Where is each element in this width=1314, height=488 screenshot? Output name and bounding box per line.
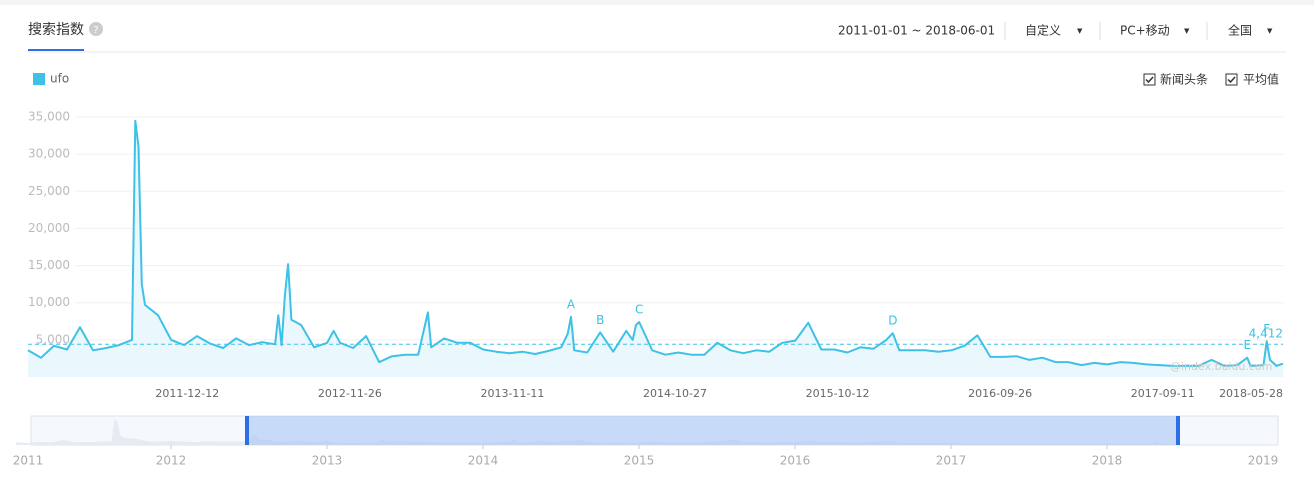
y-tick-label: 20,000 [28,221,70,235]
card [0,5,1314,488]
x-tick-label: 2018-05-28 [1219,387,1283,400]
area [28,120,1283,377]
annotation: F [1263,322,1270,336]
navigator-year: 2019 [1248,454,1279,468]
navigator-year: 2016 [780,454,811,468]
caret: ▼ [1184,27,1190,35]
filter[interactable]: 自定义 [1025,23,1061,38]
annotation: D [888,314,897,328]
navigator-year: 2014 [468,454,499,468]
navigator-area [15,419,1170,445]
help-text: ? [93,25,98,36]
y-tick-label: 35,000 [28,110,70,124]
date-range[interactable]: 2011-01-01 ~ 2018-06-01 [838,24,995,38]
x-tick-label: 2012-11-26 [318,387,382,400]
help-icon[interactable] [89,22,103,36]
watermark: @index.baidu.com [1170,360,1272,373]
navigator-year: 2011 [13,454,44,468]
x-tick-label: 2016-09-26 [968,387,1032,400]
y-tick-label: 30,000 [28,147,70,161]
check [1145,76,1154,84]
annotation: B [596,313,604,327]
navigator-year: 2013 [312,454,343,468]
tab-underline [28,49,84,51]
navigator-selection [247,416,1178,445]
checkbox[interactable] [1225,73,1238,86]
legend-label: ufo [50,72,69,86]
x-tick-label: 2013-11-11 [480,387,544,400]
checkbox[interactable] [1143,73,1156,86]
navigator-year: 2017 [936,454,967,468]
check [1227,76,1236,84]
y-tick-label: 25,000 [28,184,70,198]
annotation: A [567,297,576,311]
legend-swatch [33,73,45,85]
x-tick-label: 2014-10-27 [643,387,707,400]
annotation: C [635,303,643,317]
caret: ▼ [1267,27,1273,35]
y-tick-label: 5,000 [36,332,70,346]
navigator-handle[interactable] [245,416,249,445]
filter[interactable]: PC+移动 [1120,24,1170,38]
x-tick-label: 2011-12-12 [155,387,219,400]
y-tick-label: 15,000 [28,258,70,272]
toggle-label[interactable]: 新闻头条 [1160,72,1208,87]
navigator-year: 2012 [156,454,187,468]
caret: ▼ [1077,27,1083,35]
title: 搜索指数 [28,21,84,38]
navigator-year: 2018 [1092,454,1123,468]
x-tick-label: 2017-09-11 [1131,387,1195,400]
line [27,119,1284,367]
toggle-label[interactable]: 平均值 [1243,72,1279,87]
x-tick-label: 2015-10-12 [806,387,870,400]
navigator-year: 2015 [624,454,655,468]
filter[interactable]: 全国 [1228,23,1252,38]
average-label: 4,412 [1249,327,1283,341]
navigator-handle[interactable] [1176,416,1180,445]
y-tick-label: 10,000 [28,295,70,309]
annotation: E [1243,338,1251,352]
